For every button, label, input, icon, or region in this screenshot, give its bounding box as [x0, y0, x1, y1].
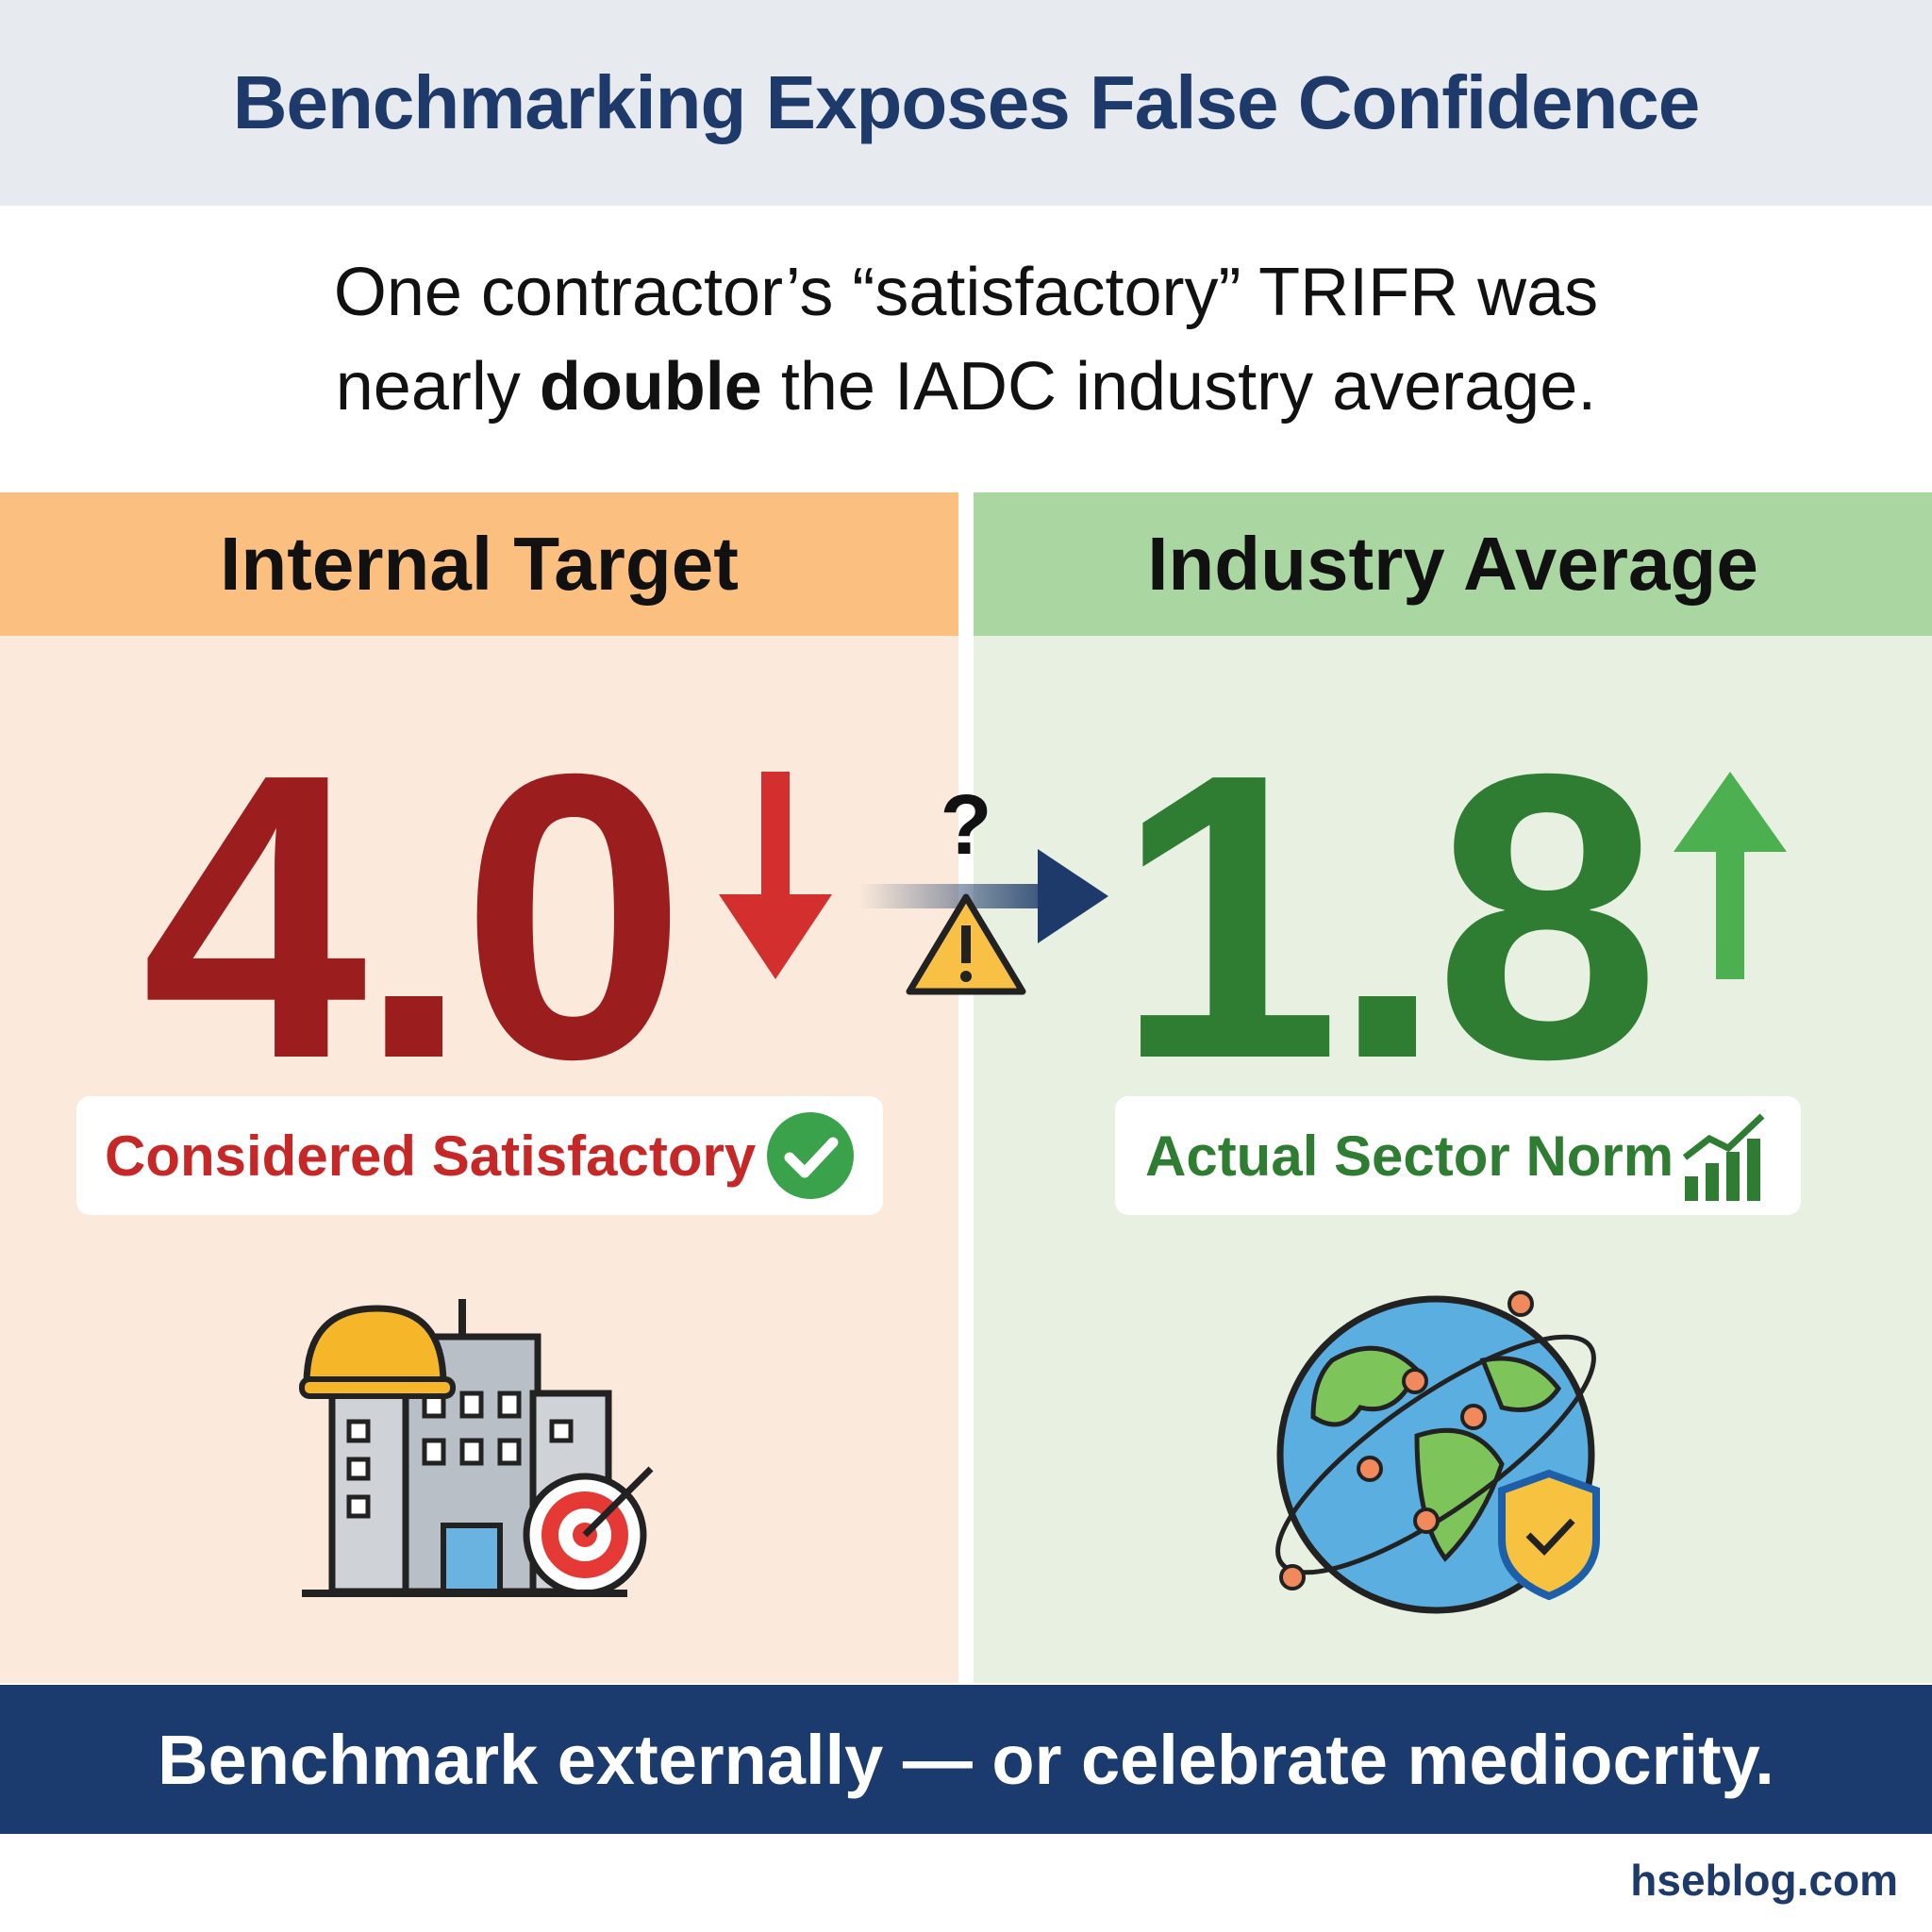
right-panel: Industry Average 1.8 Actual Sector Norm: [974, 492, 1932, 1683]
panel-heading: Industry Average: [974, 492, 1932, 636]
badge-text: Actual Sector Norm: [1145, 1124, 1674, 1188]
up-arrow: [1674, 772, 1787, 979]
intro: One contractor’s “satisfactory” TRIFR wa…: [0, 245, 1932, 434]
intro-text: nearly: [335, 349, 521, 425]
intro-emphasis: double: [539, 349, 762, 425]
check-icon: [767, 1112, 854, 1199]
growth-icon: [1682, 1113, 1765, 1201]
comparison-graphic: ?: [858, 778, 1108, 995]
big-value: 1.8: [1115, 691, 1660, 1143]
globe-icon: [1275, 1291, 1600, 1614]
footer-text: Benchmark externally — or celebrate medi…: [158, 1720, 1774, 1799]
source: hseblog.com: [1630, 1856, 1898, 1905]
panel-heading: Internal Target: [0, 492, 958, 636]
down-arrow: [719, 772, 832, 979]
big-value: 4.0: [142, 691, 687, 1143]
header: Benchmarking Exposes False Confidence: [0, 0, 1932, 206]
footer: Benchmark externally — or celebrate medi…: [0, 1685, 1932, 1834]
intro-text: the IADC industry average.: [780, 349, 1597, 425]
intro-text: One contractor’s “satisfactory” TRIFR wa…: [333, 255, 1599, 330]
comparison-symbol: ?: [941, 778, 992, 873]
badge: Considered Satisfactory: [76, 1096, 883, 1215]
left-panel: Internal Target 4.0 Considered Satisfact…: [0, 492, 958, 1683]
badge-text: Considered Satisfactory: [105, 1124, 757, 1188]
badge: Actual Sector Norm: [1115, 1096, 1801, 1215]
title: Benchmarking Exposes False Confidence: [232, 60, 1701, 144]
building-icon: [299, 1299, 654, 1597]
